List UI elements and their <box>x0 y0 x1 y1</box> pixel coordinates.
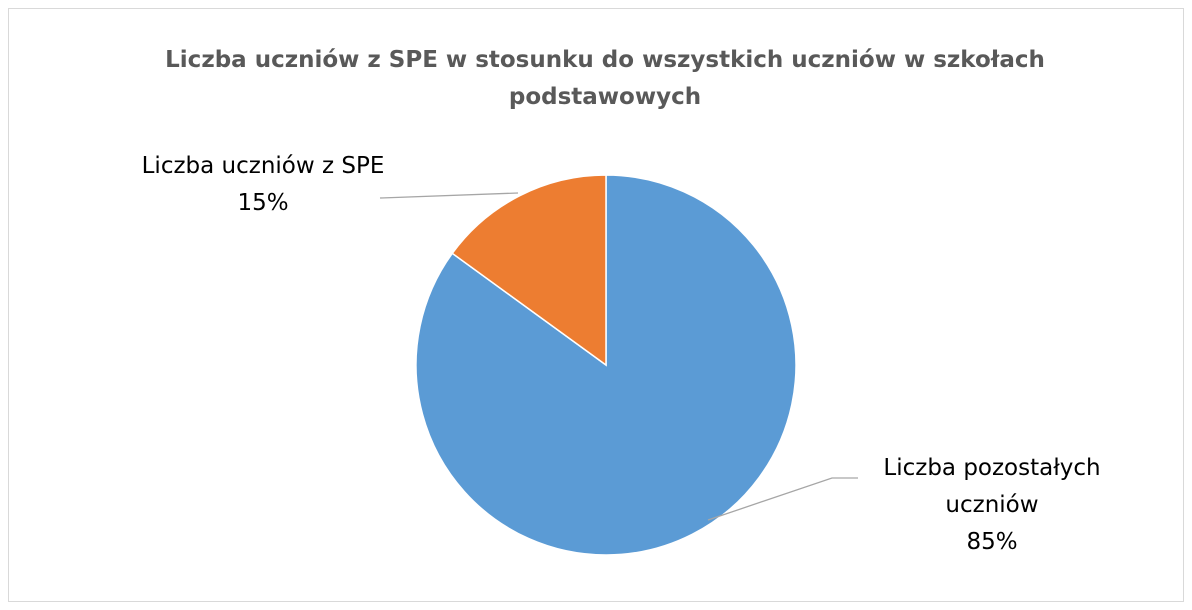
pie-slice <box>451 174 607 367</box>
pie <box>415 174 797 556</box>
data-label: Liczba uczniów z SPE 15% <box>133 148 393 222</box>
label-value: 15% <box>237 190 289 216</box>
leader-line <box>707 477 858 521</box>
chart-frame <box>8 8 1184 602</box>
label-value: 85% <box>966 529 1018 555</box>
label-category: Liczba uczniów z SPE <box>141 153 385 179</box>
data-label: Liczba pozostałych uczniów 85% <box>862 450 1122 561</box>
chart-title: Liczba uczniów z SPE w stosunku do wszys… <box>165 47 1045 110</box>
label-category: Liczba pozostałych uczniów <box>883 455 1101 518</box>
leader-line <box>379 192 519 199</box>
